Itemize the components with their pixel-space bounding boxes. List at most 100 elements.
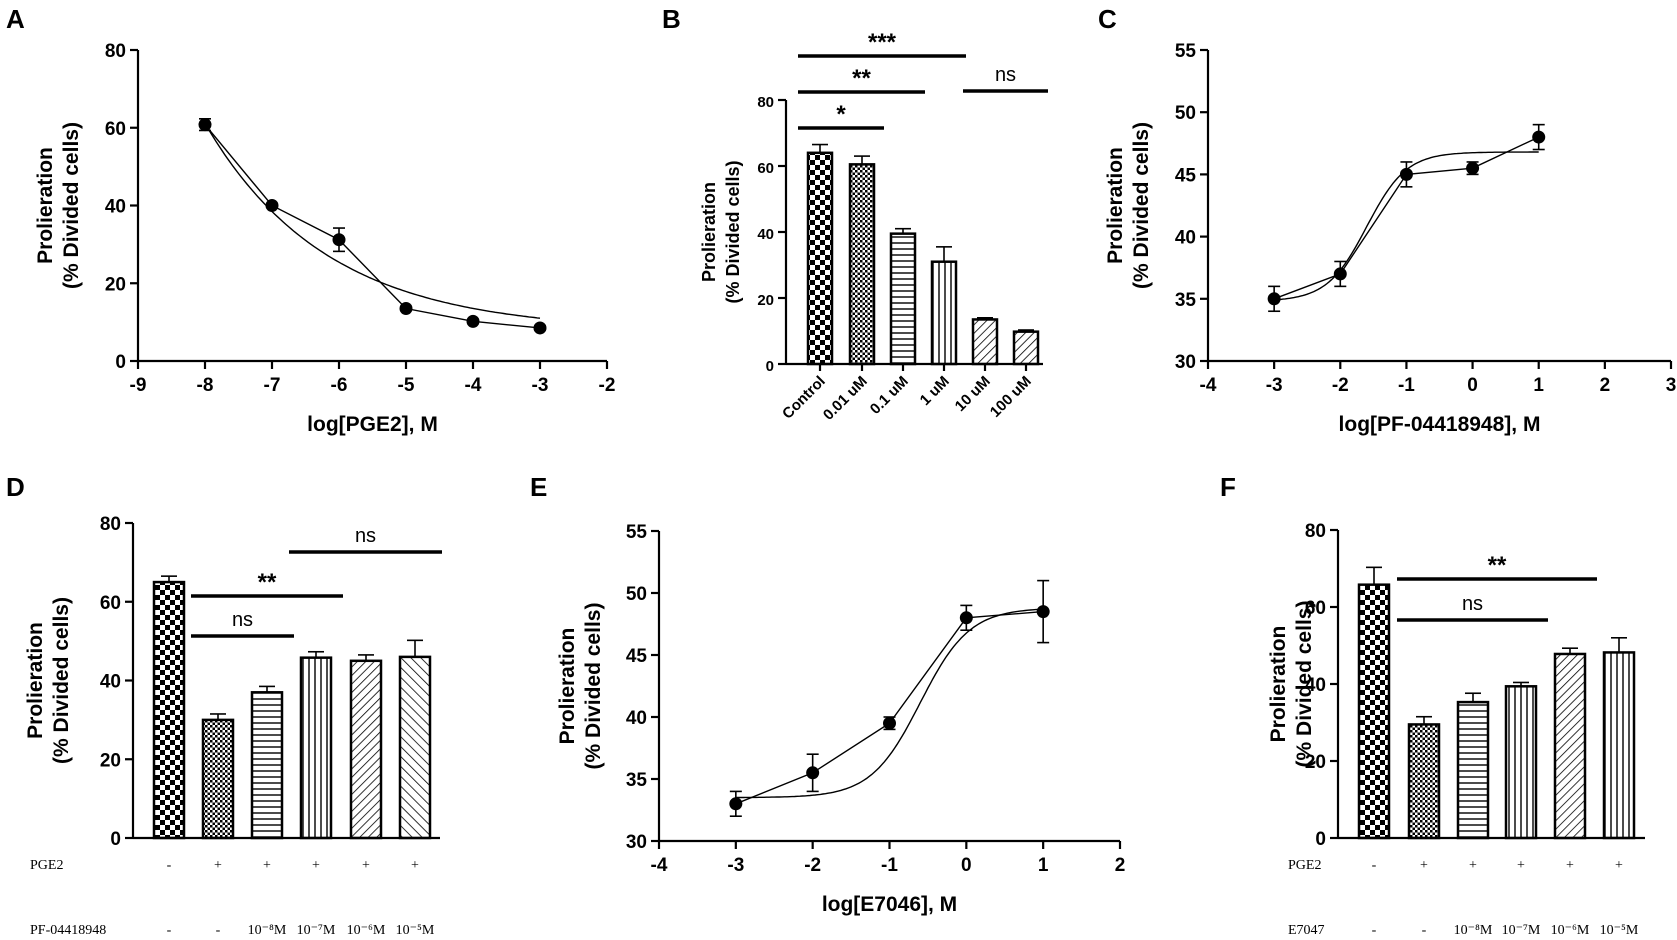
x-axis-label: log[E7046], M [822, 893, 957, 916]
y-tick-label: 20 [100, 750, 121, 771]
x-tick-label: 0.01 uM [820, 373, 871, 424]
y-tick-label: 35 [1175, 290, 1197, 311]
data-point [1333, 267, 1347, 281]
y-axis-label: Prolieration (% Divided cells) [1104, 122, 1153, 289]
x-tick-label: 2 [1115, 855, 1126, 876]
y-tick-label: 45 [626, 646, 648, 667]
row-pge2-cell: + [263, 858, 271, 873]
x-tick-label: -1 [1398, 375, 1415, 396]
data-point [1036, 605, 1050, 619]
data-point [1466, 161, 1480, 175]
panel-c: 30 35 40 45 50 55 -4 -3 -2 -1 0 1 2 3 log[PF-04418948]… [1104, 41, 1676, 436]
x-tick-label: -8 [197, 375, 214, 396]
x-tick-label: 2 [1600, 375, 1611, 396]
bar [848, 163, 876, 366]
y-axis-label: Prolieration (% Divided cells) [34, 122, 83, 289]
bar [930, 260, 958, 366]
row-inhibitor-cell: 10⁻⁵M [396, 923, 435, 938]
y-axis-label-line: Prolieration [699, 182, 719, 282]
x-tick-label: 0 [1467, 375, 1478, 396]
panel-a: 0 20 40 60 80 -9 -8 -7 -6 -5 -4 -3 -2 log[PGE2], M Pro… [34, 41, 615, 436]
data-point [806, 766, 820, 780]
panel-letter-c: C [1098, 4, 1117, 34]
panel-d: 0 20 40 60 80 Prolieration (% Divided cells) ns… [24, 514, 442, 938]
row-pge2-cell: + [214, 858, 222, 873]
row-inhibitor-cell: - [1372, 923, 1377, 938]
series-connector [735, 610, 1044, 805]
row-inhibitor-cell: 10⁻⁵M [1600, 923, 1639, 938]
bar [1407, 723, 1441, 840]
panel-letter-f: F [1220, 472, 1236, 502]
x-tick-label: -4 [465, 375, 482, 396]
fit-curve [204, 123, 541, 319]
data-point [198, 118, 212, 132]
x-tick-label: -9 [130, 375, 147, 396]
row-label-pge2: PGE2 [1288, 858, 1321, 873]
data-point [399, 302, 413, 316]
y-axis-label-line: Prolieration [556, 628, 579, 745]
row-inhibitor-cell: 10⁻⁷M [297, 923, 336, 938]
bar [1504, 685, 1538, 840]
y-tick-label: 20 [1305, 752, 1326, 773]
bar [1456, 700, 1490, 840]
y-tick-label: 80 [105, 41, 126, 62]
panel-letter-d: D [6, 472, 25, 502]
y-axis-label-line: (% Divided cells) [50, 597, 73, 764]
data-point [1267, 292, 1281, 306]
y-tick-label: 0 [110, 829, 121, 850]
row-inhibitor-cell: - [216, 923, 221, 938]
row-pge2-cell: + [362, 858, 370, 873]
bar [1602, 651, 1636, 840]
y-tick-label: 20 [105, 274, 126, 295]
row-pge2-cell: + [1615, 858, 1623, 873]
y-tick-label: 0 [766, 358, 774, 375]
y-tick-label: 40 [1175, 228, 1196, 249]
row-pge2-cell: + [411, 858, 419, 873]
y-axis-label-line: (% Divided cells) [1130, 122, 1153, 289]
y-tick-label: 60 [757, 160, 774, 177]
x-tick-label: 100 uM [987, 373, 1035, 421]
x-tick-label: -3 [532, 375, 549, 396]
row-pge2-cell: + [1420, 858, 1428, 873]
y-axis-label-line: Prolieration [34, 147, 57, 264]
y-tick-label: 80 [757, 94, 774, 111]
y-tick-label: 30 [1175, 352, 1196, 373]
x-tick-label: -3 [1266, 375, 1283, 396]
row-pge2-cell: - [1372, 858, 1377, 873]
row-label-inhibitor: E7047 [1288, 923, 1325, 938]
y-axis-label-line: (% Divided cells) [723, 160, 743, 303]
x-axis-label: log[PF-04418948], M [1339, 413, 1541, 436]
x-tick-label: -4 [651, 855, 668, 876]
fit-curve [735, 608, 1044, 799]
row-pge2-cell: + [1469, 858, 1477, 873]
bar [349, 659, 383, 840]
y-tick-label: 60 [1305, 598, 1326, 619]
row-inhibitor-cell: 10⁻⁷M [1502, 923, 1541, 938]
y-axis-label-line: Prolieration [24, 622, 47, 739]
data-point [332, 233, 346, 247]
significance-label: * [836, 101, 846, 128]
bar [250, 691, 284, 840]
significance-label: ns [232, 609, 253, 631]
panel-letter-e: E [530, 472, 547, 502]
row-inhibitor-cell: - [167, 923, 172, 938]
bar [1012, 330, 1040, 366]
x-tick-label: -2 [1332, 375, 1349, 396]
row-pge2-cell: - [167, 858, 172, 873]
row-inhibitor-cell: 10⁻⁸M [1454, 923, 1493, 938]
x-tick-label: 3 [1666, 375, 1677, 396]
panel-letter-a: A [6, 4, 25, 34]
x-tick-label: 1 [1533, 375, 1544, 396]
y-tick-label: 40 [105, 197, 126, 218]
bar [1553, 652, 1587, 840]
y-tick-label: 20 [757, 292, 774, 309]
y-tick-label: 0 [115, 352, 126, 373]
x-tick-label: -2 [804, 855, 821, 876]
row-pge2-cell: + [1517, 858, 1525, 873]
significance-label: ns [1462, 593, 1483, 615]
data-point [1532, 130, 1546, 144]
y-tick-label: 50 [626, 584, 647, 605]
y-axis-label: Prolieration (% Divided cells) [1267, 601, 1316, 768]
y-tick-label: 50 [1175, 103, 1196, 124]
